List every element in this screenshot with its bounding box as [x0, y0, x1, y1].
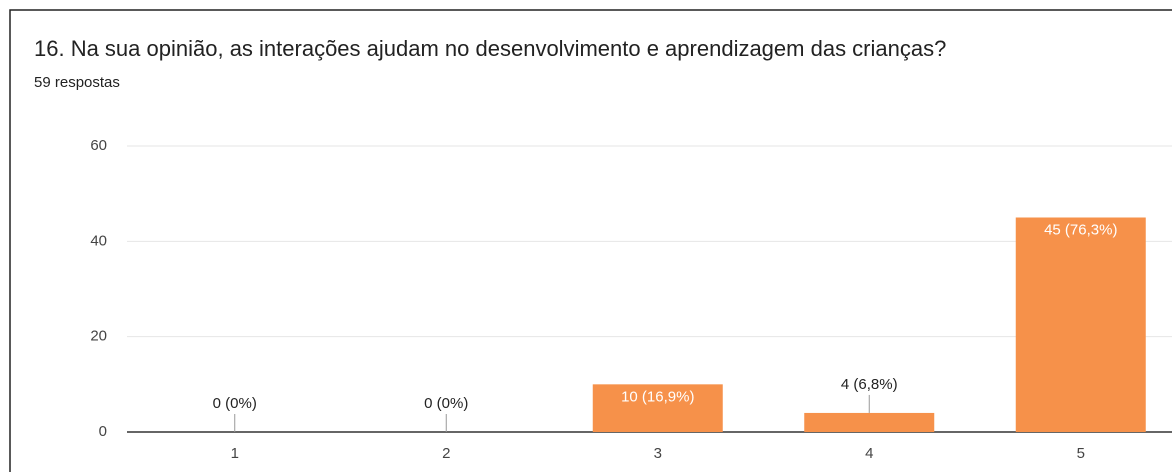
- data-label: 0 (0%): [424, 395, 468, 412]
- y-tick-label: 20: [90, 328, 107, 345]
- x-tick-label: 4: [865, 445, 873, 462]
- y-tick-label: 60: [90, 137, 107, 154]
- y-tick-label: 0: [99, 423, 107, 440]
- data-label: 0 (0%): [213, 395, 257, 412]
- bar: [1015, 217, 1146, 432]
- data-label: 4 (6,8%): [841, 376, 898, 393]
- data-label: 10 (16,9%): [621, 388, 694, 405]
- x-tick-label: 1: [231, 445, 239, 462]
- chart-title: 16. Na sua opinião, as interações ajudam…: [34, 36, 946, 61]
- x-tick-label: 5: [1077, 445, 1085, 462]
- bar: [592, 384, 723, 432]
- data-label: 45 (76,3%): [1044, 221, 1117, 238]
- x-tick-label: 2: [442, 445, 450, 462]
- chart-subtitle: 59 respostas: [34, 74, 120, 91]
- bar: [804, 412, 935, 432]
- x-tick-label: 3: [654, 445, 662, 462]
- y-tick-label: 40: [90, 232, 107, 249]
